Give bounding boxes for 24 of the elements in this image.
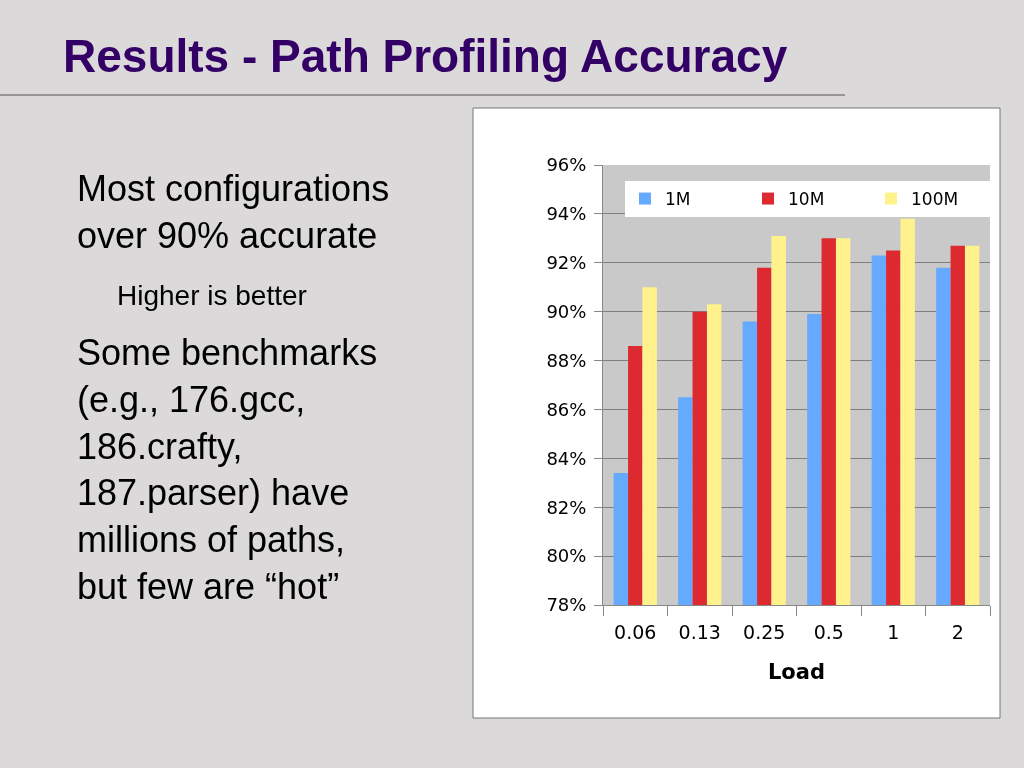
y-tick-label: 88%: [546, 349, 587, 371]
y-tick-label: 80%: [546, 545, 587, 567]
x-axis-title: Load: [767, 660, 826, 684]
legend-label: 10M: [788, 189, 825, 210]
x-tick-label: 0.25: [743, 620, 786, 643]
x-tick-label: 0.5: [813, 620, 844, 643]
legend-label: 1M: [665, 189, 691, 210]
text: Higher is better: [117, 280, 307, 311]
y-tick-label: 86%: [546, 398, 587, 420]
y-tick-label: 94%: [546, 203, 587, 225]
x-tick-label: 0.06: [614, 620, 657, 643]
y-tick-label: 96%: [546, 154, 587, 176]
y-tick-label: 84%: [546, 447, 587, 469]
y-tick-label: 90%: [546, 300, 587, 322]
chart-title: Results - Path Profiling Accuracy: [63, 30, 788, 83]
y-tick-label: 78%: [546, 594, 587, 616]
x-tick-label: 0.13: [678, 620, 721, 643]
text: Most configurations over 90% accurate: [77, 168, 390, 256]
text: Some benchmarks (e.g., 176.gcc, 186.crafty, 187.parser) have millions of paths, but few are “hot”: [77, 332, 378, 607]
x-tick-label: 2: [951, 620, 964, 643]
y-tick-label: 92%: [546, 252, 587, 274]
y-tick-label: 82%: [546, 496, 587, 518]
x-tick-label: 1: [887, 620, 900, 643]
legend-label: 100M: [911, 189, 959, 210]
